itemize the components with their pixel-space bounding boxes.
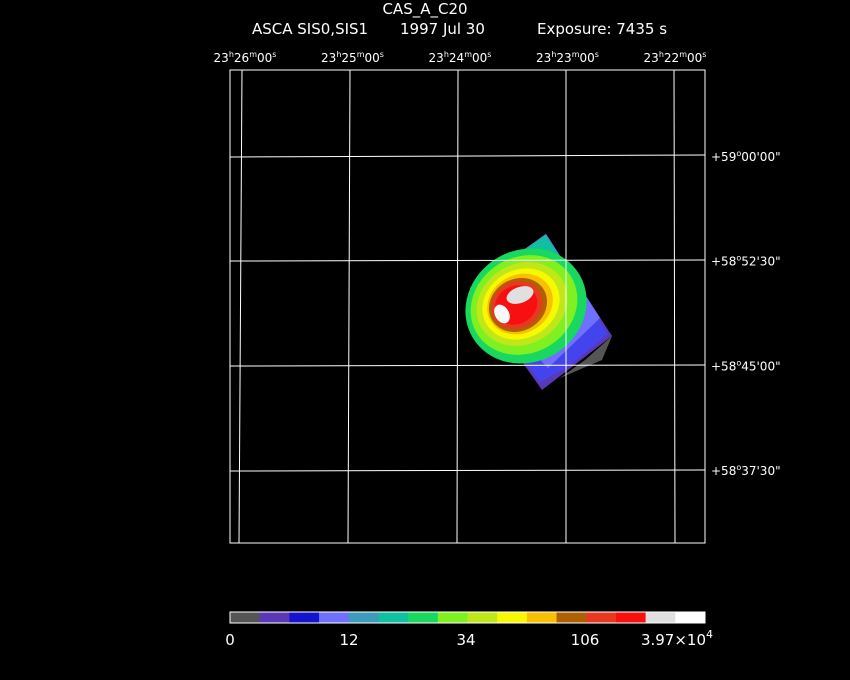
exposure-label: Exposure: 7435 s — [537, 20, 668, 38]
colorbar-swatch — [556, 612, 587, 623]
colorbar-tick-label: 12 — [339, 631, 358, 649]
instrument-label: ASCA SIS0,SIS1 — [252, 20, 369, 38]
ra-tick-labels: 23h26m00s 23h25m00s 23h24m00s 23h23m00s 23h2… — [214, 50, 707, 65]
ra-gridline — [673, 69, 676, 544]
ra-tick-label: 23h24m00s — [429, 50, 492, 65]
colorbar-swatch — [497, 612, 528, 623]
colorbar-swatch — [586, 612, 617, 623]
colorbar-frame — [229, 611, 706, 624]
colorbar-swatch — [615, 612, 647, 623]
colorbar-swatch — [526, 612, 558, 623]
dec-gridline — [229, 259, 706, 262]
colorbar-swatch — [259, 612, 290, 623]
plot-frame — [229, 69, 706, 544]
colorbar-swatch — [348, 612, 379, 623]
colorbar-swatch — [437, 612, 468, 623]
dec-tick-label: +59o00'00" — [711, 149, 781, 164]
colorbar-swatch — [230, 612, 261, 623]
colorbar-tick-label: 0 — [225, 631, 235, 649]
dec-gridline — [229, 469, 706, 472]
ra-gridline — [456, 69, 459, 544]
colorbar-swatch — [378, 612, 409, 623]
colorbar-labels: 0 12 34 106 3.97×104 — [225, 628, 713, 649]
ra-gridline — [347, 69, 351, 544]
ra-gridline — [238, 69, 243, 544]
colorbar-swatch — [645, 612, 676, 623]
dec-tick-label: +58o37'30" — [711, 463, 781, 478]
colorbar-swatch — [319, 612, 350, 623]
colorbar-swatch — [467, 612, 498, 623]
contour-level-15 — [494, 304, 510, 324]
ra-tick-label: 23h22m00s — [644, 50, 707, 65]
colorbar-max-label: 3.97×104 — [641, 628, 713, 649]
chart-title: CAS_A_C20 — [382, 0, 468, 18]
ra-tick-label: 23h25m00s — [321, 50, 384, 65]
dec-tick-label: +58o52'30" — [711, 254, 781, 269]
exposure-corner — [560, 336, 612, 378]
coordinate-grid — [229, 69, 706, 544]
intensity-image — [465, 234, 612, 390]
colorbar-tick-label: 34 — [456, 631, 475, 649]
dec-gridline — [229, 364, 706, 367]
contour-level-14 — [506, 286, 534, 304]
dec-tick-label: +58o45'00" — [711, 358, 781, 373]
dec-gridline — [229, 154, 706, 158]
date-label: 1997 Jul 30 — [400, 20, 485, 38]
colorbar-swatch — [675, 612, 706, 623]
colorbar-swatch — [289, 612, 320, 623]
colorbar-swatch — [408, 612, 439, 623]
dec-tick-labels: +59o00'00" +58o52'30" +58o45'00" +58o37'30" — [711, 149, 781, 478]
colorbar — [230, 612, 706, 623]
ra-tick-label: 23h23m00s — [536, 50, 599, 65]
colorbar-tick-label: 106 — [571, 631, 600, 649]
ra-tick-label: 23h26m00s — [214, 50, 277, 65]
